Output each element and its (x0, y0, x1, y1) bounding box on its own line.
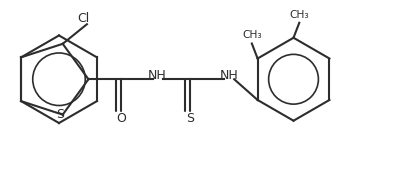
Text: O: O (115, 112, 125, 125)
Text: S: S (185, 112, 193, 125)
Text: Cl: Cl (77, 12, 90, 25)
Text: S: S (56, 108, 64, 121)
Text: CH₃: CH₃ (241, 30, 261, 40)
Text: NH: NH (219, 69, 238, 82)
Text: CH₃: CH₃ (289, 10, 308, 20)
Text: NH: NH (148, 69, 166, 82)
